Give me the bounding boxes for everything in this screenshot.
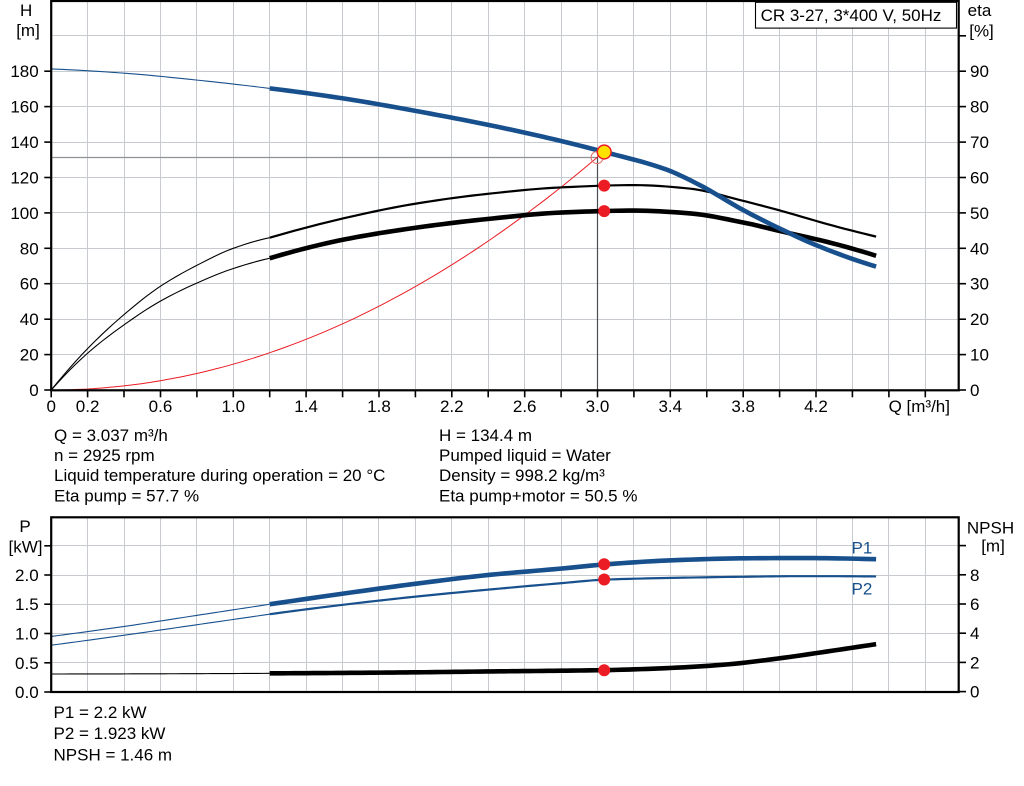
svg-text:6: 6 (970, 595, 979, 614)
svg-text:Q [m³/h]: Q [m³/h] (889, 397, 950, 416)
svg-text:180: 180 (10, 62, 38, 81)
svg-text:P1 = 2.2 kW: P1 = 2.2 kW (54, 703, 147, 722)
svg-text:0.2: 0.2 (76, 397, 100, 416)
svg-text:Pumped liquid = Water: Pumped liquid = Water (439, 446, 611, 465)
svg-text:P: P (19, 517, 30, 536)
svg-text:[%]: [%] (969, 21, 994, 40)
svg-text:H = 134.4 m: H = 134.4 m (439, 426, 532, 445)
svg-text:Eta pump = 57.7 %: Eta pump = 57.7 % (54, 486, 199, 505)
svg-text:8: 8 (970, 566, 979, 585)
svg-text:120: 120 (10, 169, 38, 188)
svg-text:[m]: [m] (16, 21, 40, 40)
svg-text:n = 2925 rpm: n = 2925 rpm (54, 446, 155, 465)
svg-text:1.5: 1.5 (15, 595, 39, 614)
svg-text:3.0: 3.0 (586, 397, 610, 416)
svg-text:CR 3-27, 3*400 V, 50Hz: CR 3-27, 3*400 V, 50Hz (761, 6, 942, 25)
svg-text:P2: P2 (852, 580, 873, 599)
svg-text:40: 40 (970, 239, 989, 258)
svg-text:20: 20 (20, 346, 39, 365)
svg-text:70: 70 (970, 133, 989, 152)
svg-text:20: 20 (970, 310, 989, 329)
svg-text:1.0: 1.0 (15, 625, 39, 644)
svg-text:30: 30 (970, 275, 989, 294)
svg-text:0: 0 (46, 397, 55, 416)
svg-text:0: 0 (29, 381, 38, 400)
svg-text:eta: eta (968, 1, 992, 20)
svg-text:140: 140 (10, 133, 38, 152)
svg-text:2.2: 2.2 (440, 397, 464, 416)
svg-text:2.0: 2.0 (15, 566, 39, 585)
svg-text:NPSH = 1.46 m: NPSH = 1.46 m (54, 745, 173, 764)
svg-text:0.5: 0.5 (15, 654, 39, 673)
svg-text:3.4: 3.4 (658, 397, 682, 416)
svg-text:4.2: 4.2 (804, 397, 828, 416)
svg-text:40: 40 (20, 310, 39, 329)
svg-text:0.6: 0.6 (149, 397, 173, 416)
svg-text:10: 10 (970, 346, 989, 365)
svg-text:60: 60 (20, 275, 39, 294)
svg-text:0.0: 0.0 (15, 683, 39, 702)
svg-text:NPSH: NPSH (967, 519, 1014, 538)
svg-text:[m]: [m] (981, 536, 1005, 555)
svg-text:P2 = 1.923 kW: P2 = 1.923 kW (54, 724, 166, 743)
svg-text:60: 60 (970, 169, 989, 188)
svg-text:50: 50 (970, 204, 989, 223)
svg-text:2.6: 2.6 (513, 397, 537, 416)
svg-text:Q = 3.037 m³/h: Q = 3.037 m³/h (54, 426, 168, 445)
svg-text:1.8: 1.8 (367, 397, 391, 416)
svg-text:160: 160 (10, 98, 38, 117)
svg-text:[kW]: [kW] (9, 538, 43, 557)
svg-text:80: 80 (970, 98, 989, 117)
svg-text:1.4: 1.4 (294, 397, 318, 416)
svg-text:0: 0 (970, 381, 979, 400)
svg-text:Liquid temperature during oper: Liquid temperature during operation = 20… (54, 466, 385, 485)
svg-text:Eta pump+motor = 50.5 %: Eta pump+motor = 50.5 % (439, 486, 637, 505)
svg-text:100: 100 (10, 204, 38, 223)
svg-text:H: H (20, 1, 32, 20)
svg-text:90: 90 (970, 62, 989, 81)
svg-text:3.8: 3.8 (731, 397, 755, 416)
svg-text:Density = 998.2 kg/m³: Density = 998.2 kg/m³ (439, 466, 605, 485)
svg-text:4: 4 (970, 624, 979, 643)
svg-text:0: 0 (970, 683, 979, 702)
svg-text:80: 80 (20, 239, 39, 258)
svg-text:P1: P1 (852, 538, 873, 557)
svg-text:2: 2 (970, 653, 979, 672)
svg-text:1.0: 1.0 (221, 397, 245, 416)
